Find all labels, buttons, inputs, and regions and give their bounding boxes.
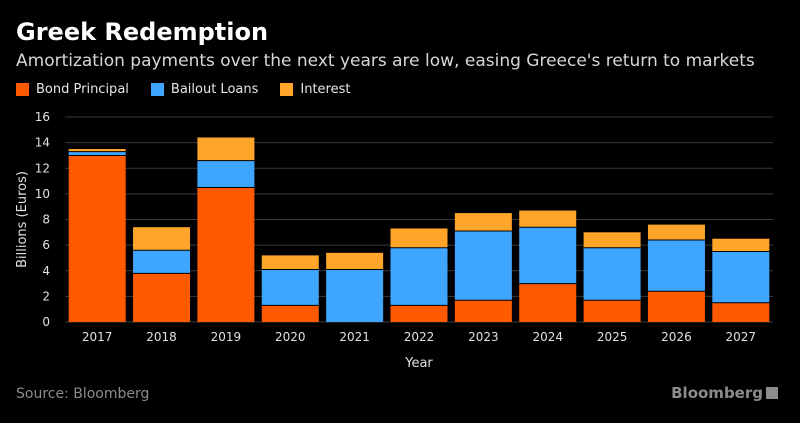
x-tick-label: 2020 xyxy=(275,330,306,344)
y-tick-label: 14 xyxy=(35,136,50,150)
bar-segment-bailout-loans xyxy=(583,247,641,301)
bar-segment-bailout-loans xyxy=(390,247,448,306)
bar-segment-interest xyxy=(647,224,705,240)
x-axis-label: Year xyxy=(404,356,433,371)
chart-title: Greek Redemption xyxy=(16,18,269,46)
legend-item-interest: Interest xyxy=(280,82,351,97)
y-axis-label: Billions (Euros) xyxy=(15,171,30,268)
legend-item-bond-principal: Bond Principal xyxy=(16,82,129,97)
x-tick-label: 2024 xyxy=(532,330,563,344)
x-tick-label: 2021 xyxy=(339,330,370,344)
bar-segment-bailout-loans xyxy=(261,269,319,306)
bar-segment-bailout-loans xyxy=(68,151,126,156)
y-tick-label: 10 xyxy=(35,187,50,201)
bar-segment-interest xyxy=(326,252,384,270)
chart-icon xyxy=(766,387,778,399)
legend-swatch-interest xyxy=(280,83,294,96)
bar-segment-interest xyxy=(261,255,319,270)
y-tick-label: 2 xyxy=(42,289,50,303)
legend-label-bailout-loans: Bailout Loans xyxy=(170,82,259,97)
bar-segment-interest xyxy=(133,227,191,251)
bar-segment-bailout-loans xyxy=(519,227,577,284)
bar-segment-bailout-loans xyxy=(197,160,255,188)
bar-segment-bond-principal xyxy=(197,187,255,322)
bar-segment-interest xyxy=(519,210,577,228)
x-tick-label: 2027 xyxy=(726,330,757,344)
legend-swatch-bailout-loans xyxy=(150,83,164,96)
bar-segment-bailout-loans xyxy=(712,251,770,303)
x-tick-label: 2017 xyxy=(82,330,113,344)
x-tick-label: 2026 xyxy=(661,330,692,344)
brand-logo: Bloomberg xyxy=(671,384,778,402)
bar-segment-bailout-loans xyxy=(133,250,191,274)
bar-segment-bond-principal xyxy=(583,300,641,322)
y-tick-label: 8 xyxy=(42,213,50,227)
stacked-bar-chart: 0 2 4 6 8 10 12 14 16 2017 2018 2019 2020 2021 2022 202… xyxy=(15,110,773,371)
y-tick-label: 16 xyxy=(35,110,50,124)
x-tick-label: 2023 xyxy=(468,330,499,344)
y-tick-label: 12 xyxy=(35,161,50,175)
legend-label-interest: Interest xyxy=(300,82,351,97)
source-note: Source: Bloomberg xyxy=(16,386,150,402)
bar-segment-bond-principal xyxy=(712,302,770,322)
brand-name: Bloomberg xyxy=(671,384,763,402)
x-tick-label: 2025 xyxy=(597,330,628,344)
x-tick-label: 2019 xyxy=(211,330,242,344)
bar-segment-bond-principal xyxy=(68,155,126,322)
bar-segment-interest xyxy=(68,149,126,152)
bar-segment-bailout-loans xyxy=(647,240,705,292)
bar-segment-bailout-loans xyxy=(326,269,384,322)
bar-segment-bond-principal xyxy=(390,305,448,322)
legend: Bond Principal Bailout Loans Interest xyxy=(16,82,351,97)
x-tick-label: 2022 xyxy=(404,330,435,344)
bar-segment-interest xyxy=(454,213,512,232)
legend-swatch-bond-principal xyxy=(16,83,29,96)
bar-segment-bond-principal xyxy=(454,300,512,322)
bar-segment-bond-principal xyxy=(519,283,577,322)
legend-label-bond-principal: Bond Principal xyxy=(36,82,129,97)
bar-segment-bond-principal xyxy=(133,273,191,322)
bar-segment-interest xyxy=(390,228,448,248)
y-tick-label: 6 xyxy=(42,238,50,252)
chart-subtitle: Amortization payments over the next year… xyxy=(16,51,755,71)
legend-item-bailout-loans: Bailout Loans xyxy=(150,82,259,97)
bar-segment-bailout-loans xyxy=(454,231,512,301)
y-tick-label: 0 xyxy=(42,315,50,329)
y-tick-label: 4 xyxy=(42,264,50,278)
bar-segment-interest xyxy=(712,238,770,252)
bar-segment-interest xyxy=(197,137,255,161)
bar-segment-bond-principal xyxy=(647,291,705,322)
bar-segment-bond-principal xyxy=(261,305,319,322)
x-tick-label: 2018 xyxy=(146,330,177,344)
bar-segment-interest xyxy=(583,232,641,248)
